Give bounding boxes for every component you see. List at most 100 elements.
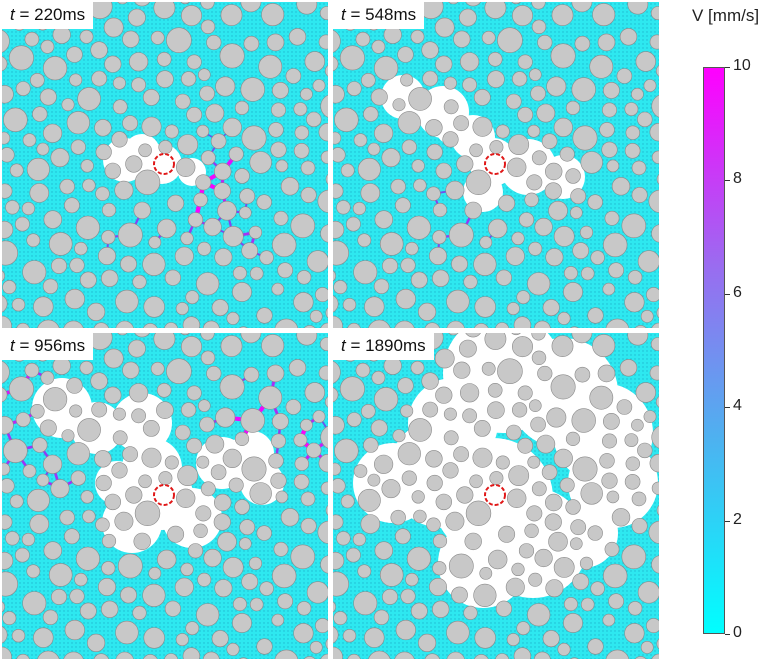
grain [268,122,284,138]
grain [550,43,576,69]
grain [517,54,533,70]
grain [425,450,443,468]
grain [214,493,232,512]
grain [280,508,300,527]
time-label: t = 1890ms [333,333,434,360]
grain [101,230,116,245]
grain [193,523,208,539]
grain [601,141,618,158]
grain [401,139,417,155]
grain [484,2,507,19]
grain [213,182,231,200]
grain [545,493,563,512]
grain [122,30,140,48]
grain [518,212,535,228]
grain [473,323,489,328]
grain [531,150,547,166]
grain [400,588,416,604]
grain [186,54,202,70]
grain [319,6,328,20]
grain [353,464,368,478]
grain [180,2,190,5]
grain [479,566,493,580]
grain [132,274,147,290]
grain [186,437,203,454]
grain [395,619,416,641]
grain [138,474,152,489]
grain [175,93,191,110]
grain [512,71,528,87]
grain [425,119,443,137]
grain [368,650,391,659]
grain [619,28,638,46]
grain [333,295,339,313]
grain [656,638,659,650]
grain [545,248,564,267]
grain [186,385,202,401]
grain [195,174,212,191]
grain [592,334,616,358]
grain [603,232,628,258]
grain [603,563,628,589]
grain [542,299,560,317]
grain [312,79,326,92]
grain [243,35,260,52]
grain [360,514,381,534]
grain [63,651,84,659]
grain [345,216,361,232]
grain [22,464,37,478]
grain [432,533,448,549]
grain [422,70,439,87]
grain [288,359,307,377]
grain [408,87,432,111]
grain [390,178,406,195]
grain [410,360,425,375]
grain [268,453,284,469]
grain [158,140,173,155]
grain [90,41,108,59]
grain [400,404,414,418]
grain [266,364,285,383]
grain [306,581,328,604]
grain [479,235,493,249]
grain [488,218,508,239]
grain [512,336,534,358]
grain [333,280,348,295]
grain [572,242,590,260]
grain [142,654,158,659]
grain [627,601,643,616]
grain [120,255,137,273]
colorbar-title: V [mm/s] [692,6,760,25]
grain [446,320,465,328]
grain [333,514,344,530]
grain [443,430,459,446]
grain [196,455,210,469]
grain [424,322,441,328]
grain [448,2,459,5]
grain [333,387,339,403]
grain [270,141,287,158]
grain [336,200,351,215]
grain [277,593,293,610]
grain [2,270,5,282]
grain [22,591,47,616]
grain [306,111,322,128]
grain [148,566,162,580]
grain [400,257,416,273]
grain [239,206,252,219]
grain [571,77,596,102]
grain [93,322,110,328]
grain [333,571,349,597]
grain [200,19,216,34]
panel-bottom-right: t = 1890ms [333,333,659,659]
grain [50,479,70,499]
grain [180,562,194,576]
grain [80,159,94,173]
time-label: t = 548ms [333,2,425,29]
grain [451,586,468,604]
grain [114,511,134,531]
time-label: t = 956ms [2,333,94,360]
grain [587,307,604,324]
grain [197,241,212,256]
grain [410,602,428,620]
